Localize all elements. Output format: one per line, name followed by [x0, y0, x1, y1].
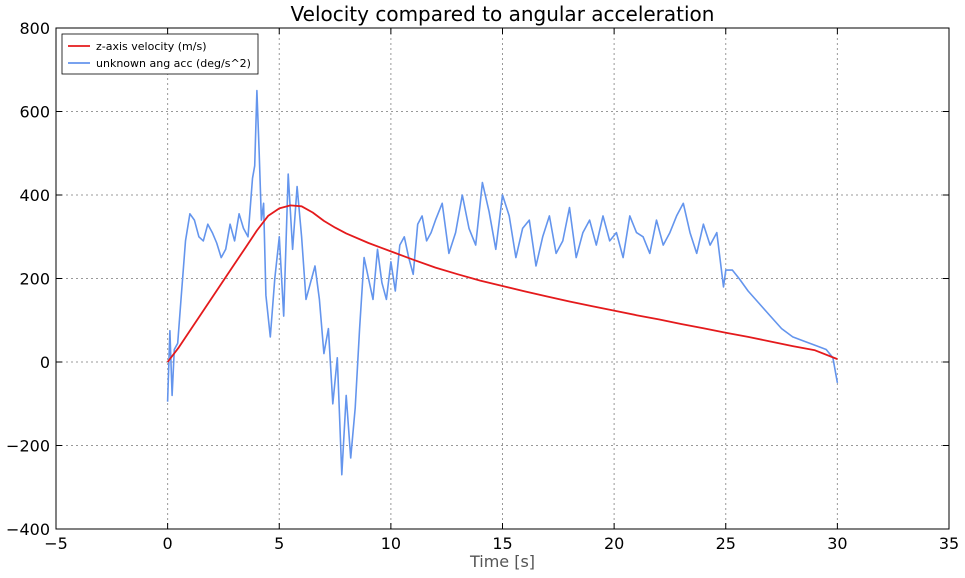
grid [56, 28, 949, 529]
x-tick-label: 10 [381, 534, 401, 553]
chart-title: Velocity compared to angular acceleratio… [291, 2, 715, 26]
series-line-1 [166, 89, 839, 476]
x-tick-label: 15 [492, 534, 512, 553]
series-line-0 [166, 204, 838, 363]
x-tick-label: 0 [163, 534, 173, 553]
y-tick-label: 400 [19, 186, 50, 205]
series-layer [166, 89, 839, 476]
x-axis-label: Time [s] [469, 552, 535, 571]
x-tick-label: 20 [604, 534, 624, 553]
legend-box [61, 33, 259, 75]
y-tick-label: −400 [6, 520, 50, 539]
x-tick-label: 30 [827, 534, 847, 553]
legend: z-axis velocity (m/s) unknown ang acc (de… [61, 33, 259, 75]
y-tick-label: 0 [40, 353, 50, 372]
legend-label: z-axis velocity (m/s) [96, 40, 207, 53]
y-tick-label: 200 [19, 270, 50, 289]
x-tick-label: 5 [274, 534, 284, 553]
x-tick-label: 35 [939, 534, 959, 553]
legend-label: unknown ang acc (deg/s^2) [96, 57, 251, 70]
y-tick-label: 600 [19, 103, 50, 122]
x-tick-label: −5 [44, 534, 68, 553]
x-tick-label: 25 [716, 534, 736, 553]
y-tick-label: 800 [19, 19, 50, 38]
y-tick-label: −200 [6, 437, 50, 456]
ticks: −5 0 5 10 15 20 25 30 35 −400 −200 0 200 400 600 800 [6, 19, 959, 553]
